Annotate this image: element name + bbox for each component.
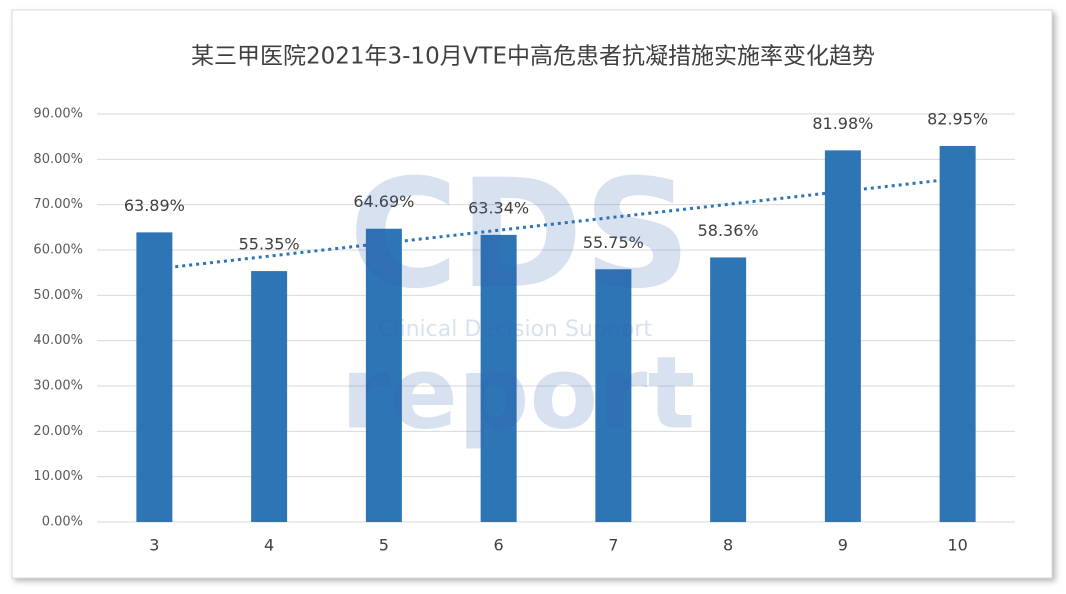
y-tick-label: 40.00%: [33, 333, 83, 348]
chart-title: 某三甲医院2021年3-10月VTE中高危患者抗凝措施实施率变化趋势: [191, 44, 875, 70]
bar: [939, 145, 976, 522]
data-label: 81.98%: [812, 114, 873, 133]
x-tick-label: 9: [838, 536, 848, 555]
x-tick-label: 4: [264, 536, 274, 555]
y-tick-label: 10.00%: [33, 469, 83, 484]
y-tick-label: 0.00%: [42, 515, 83, 530]
watermark-logo: CDS: [349, 148, 692, 322]
data-label: 64.69%: [353, 192, 414, 211]
watermark-text: report: [341, 334, 696, 451]
y-tick-label: 20.00%: [33, 424, 83, 439]
y-tick-label: 90.00%: [33, 107, 83, 122]
y-tick-label: 80.00%: [33, 152, 83, 167]
trendline: [154, 176, 958, 271]
data-label: 55.75%: [583, 233, 644, 252]
data-label: 82.95%: [927, 109, 988, 128]
data-label: 63.89%: [124, 196, 185, 215]
x-tick-label: 7: [608, 536, 618, 555]
chart-frame: [11, 9, 1053, 579]
bar: [710, 257, 747, 522]
watermark: CDS Clinical Decision Support report: [341, 148, 696, 451]
watermark-subtitle: Clinical Decision Support: [378, 317, 652, 342]
y-tick-label: 60.00%: [33, 243, 83, 258]
bar: [251, 271, 288, 522]
bar: [365, 228, 402, 523]
x-tick-label: 10: [947, 536, 967, 555]
data-label: 55.35%: [239, 235, 300, 254]
data-label: 58.36%: [698, 221, 759, 240]
bar: [824, 150, 861, 522]
y-tick-label: 70.00%: [33, 197, 83, 212]
bar: [480, 234, 517, 522]
y-tick-label: 50.00%: [33, 288, 83, 303]
bar: [136, 232, 173, 522]
x-tick-label: 8: [723, 536, 733, 555]
x-tick-label: 6: [494, 536, 504, 555]
bar: [595, 269, 632, 522]
x-tick-label: 3: [149, 536, 159, 555]
y-tick-label: 30.00%: [33, 379, 83, 394]
data-label: 63.34%: [468, 198, 529, 217]
x-tick-label: 5: [379, 536, 389, 555]
